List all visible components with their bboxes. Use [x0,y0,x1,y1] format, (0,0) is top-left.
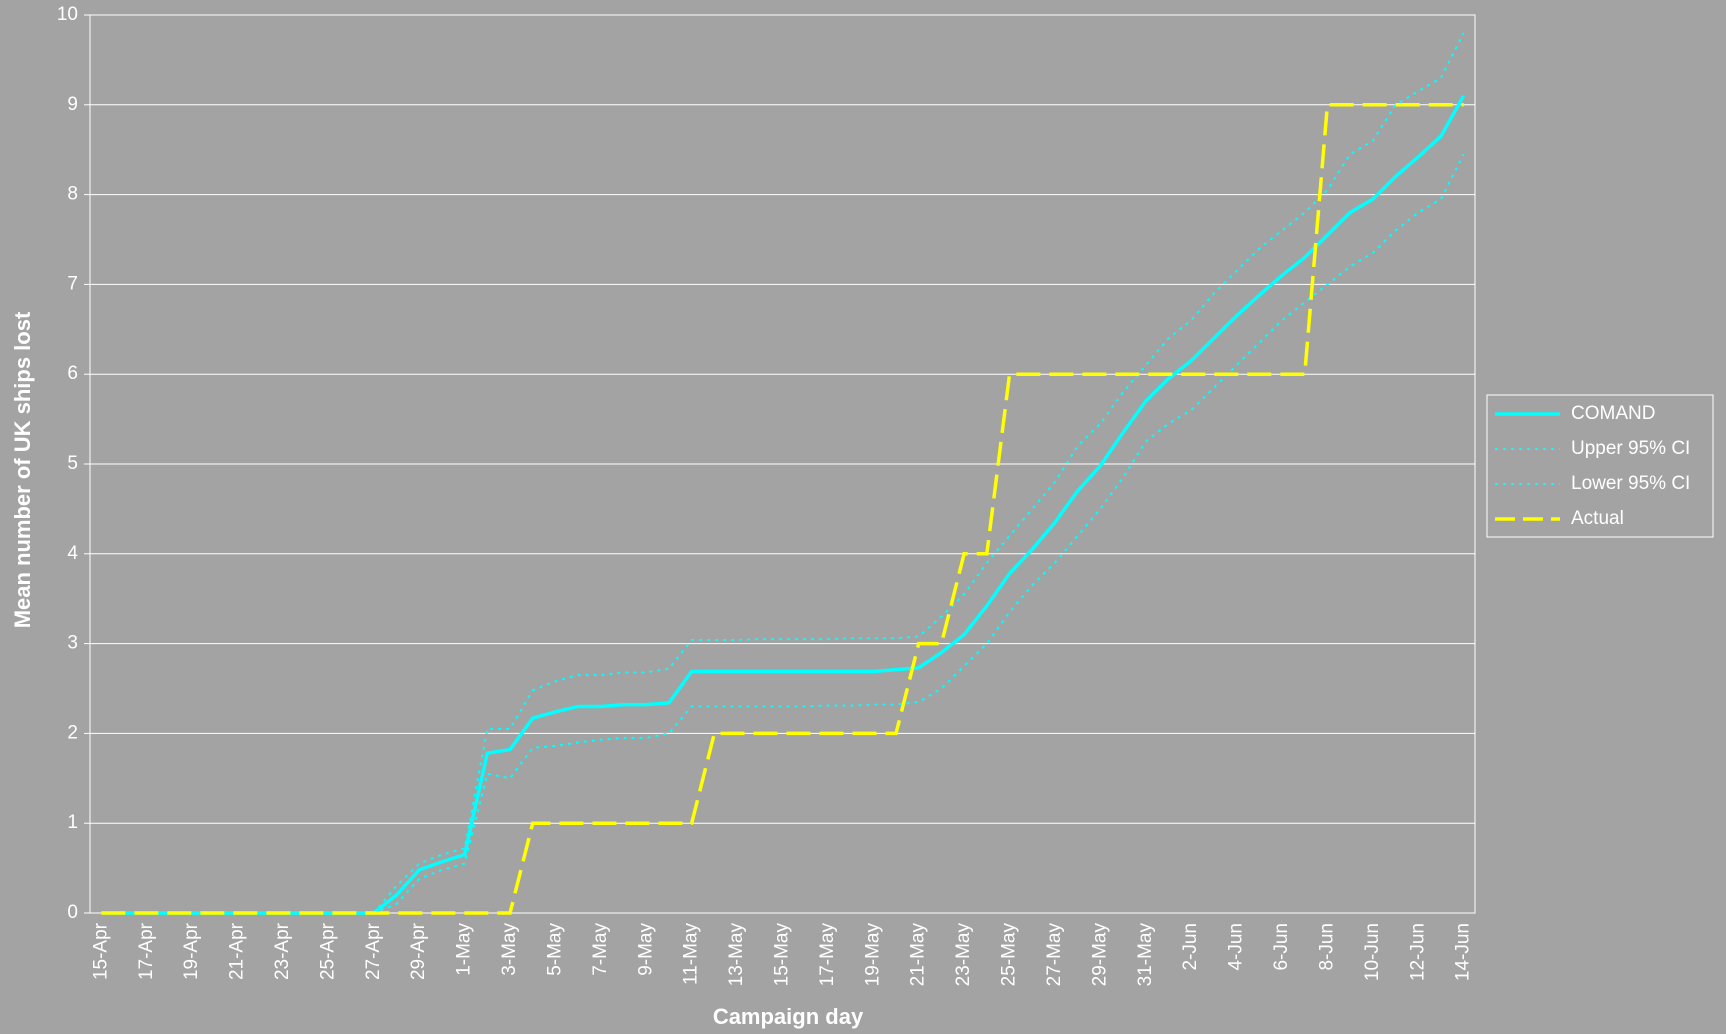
x-tick-label: 10-Jun [1362,923,1383,981]
legend-label: Lower 95% CI [1571,473,1690,494]
x-tick-label: 23-Apr [272,922,293,980]
x-tick-label: 25-Apr [317,922,338,980]
x-tick-label: 12-Jun [1407,923,1428,981]
y-tick-label: 8 [67,184,78,205]
x-tick-label: 21-May [908,923,929,987]
x-tick-label: 5-May [544,923,565,976]
y-tick-label: 0 [67,902,78,923]
y-tick-label: 2 [67,722,78,743]
x-tick-label: 2-Jun [1180,923,1201,971]
x-tick-label: 13-May [726,923,747,987]
x-tick-label: 11-May [681,923,702,985]
series-line [101,103,1464,915]
x-tick-label: 1-May [454,923,475,976]
legend-label: Upper 95% CI [1571,438,1690,459]
x-tick-label: 6-Jun [1271,923,1292,971]
x-tick-label: 17-May [817,923,838,987]
x-tick-label: 19-May [862,923,883,987]
y-axis-title: Mean number of UK ships lost [10,311,35,628]
y-tick-label: 5 [67,453,78,474]
x-axis-title: Campaign day [713,1004,864,1029]
series-line [101,94,1466,915]
legend-box [1486,394,1714,538]
x-tick-label: 14-Jun [1453,923,1474,981]
x-tick-label: 29-Apr [408,922,429,980]
x-tick-label: 25-May [999,923,1020,987]
x-tick-label: 19-Apr [181,922,202,980]
y-tick-label: 7 [67,273,78,294]
x-tick-label: 21-Apr [227,922,248,980]
x-tick-label: 8-Jun [1316,923,1337,971]
x-tick-label: 4-Jun [1226,923,1247,971]
x-tick-label: 15-May [772,923,793,987]
x-tick-label: 23-May [953,923,974,987]
x-tick-label: 7-May [590,923,611,976]
y-tick-label: 1 [67,812,78,833]
legend-label: COMAND [1571,403,1655,424]
y-tick-label: 9 [67,94,78,115]
x-tick-label: 3-May [499,923,520,976]
y-tick-label: 10 [57,4,78,25]
x-tick-label: 29-May [1089,923,1110,987]
x-tick-label: 27-May [1044,923,1065,987]
legend-label: Actual [1571,508,1624,529]
x-tick-label: 17-Apr [136,922,157,980]
x-tick-label: 31-May [1135,923,1156,987]
y-tick-label: 3 [67,633,78,654]
y-tick-label: 4 [67,543,78,564]
x-tick-label: 9-May [635,923,656,976]
x-tick-label: 27-Apr [363,922,384,980]
y-tick-label: 6 [67,363,78,384]
series-line [101,32,1465,914]
x-tick-label: 15-Apr [90,922,111,980]
